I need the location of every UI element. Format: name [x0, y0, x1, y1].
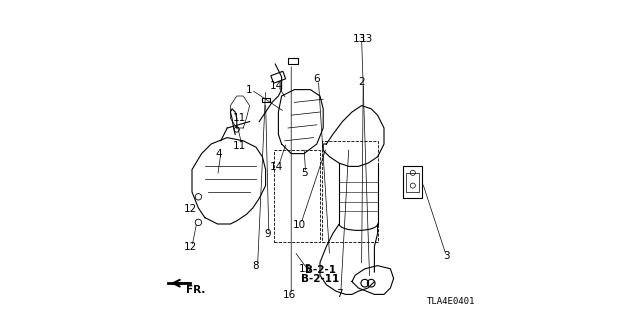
Text: 15: 15: [299, 264, 312, 275]
Text: 16: 16: [283, 290, 296, 300]
Text: B-2-1: B-2-1: [305, 265, 335, 276]
Text: 11: 11: [233, 140, 246, 151]
Text: 9: 9: [264, 229, 271, 239]
Text: 3: 3: [443, 251, 450, 261]
Text: 8: 8: [253, 260, 259, 271]
Text: 14: 14: [270, 81, 284, 92]
Bar: [262, 98, 270, 102]
Bar: [403, 166, 422, 198]
Text: 13: 13: [353, 34, 365, 44]
Bar: [271, 71, 285, 83]
Text: 6: 6: [314, 74, 320, 84]
Text: 14: 14: [270, 162, 284, 172]
Text: 4: 4: [216, 148, 223, 159]
Text: 13: 13: [360, 34, 373, 44]
Text: FR.: FR.: [186, 285, 205, 295]
Bar: [274, 150, 320, 242]
Text: 2: 2: [358, 76, 365, 87]
Text: TLA4E0401: TLA4E0401: [427, 297, 475, 306]
Bar: [406, 173, 419, 192]
Bar: [322, 141, 378, 242]
Text: 10: 10: [292, 220, 306, 230]
Bar: [288, 58, 298, 64]
Text: 11: 11: [233, 113, 246, 124]
Text: 5: 5: [301, 168, 307, 179]
Text: 12: 12: [184, 204, 197, 214]
Text: 7: 7: [337, 289, 343, 299]
Text: 12: 12: [184, 242, 197, 252]
Text: 1: 1: [246, 84, 253, 95]
Text: B-2-11: B-2-11: [301, 274, 339, 284]
